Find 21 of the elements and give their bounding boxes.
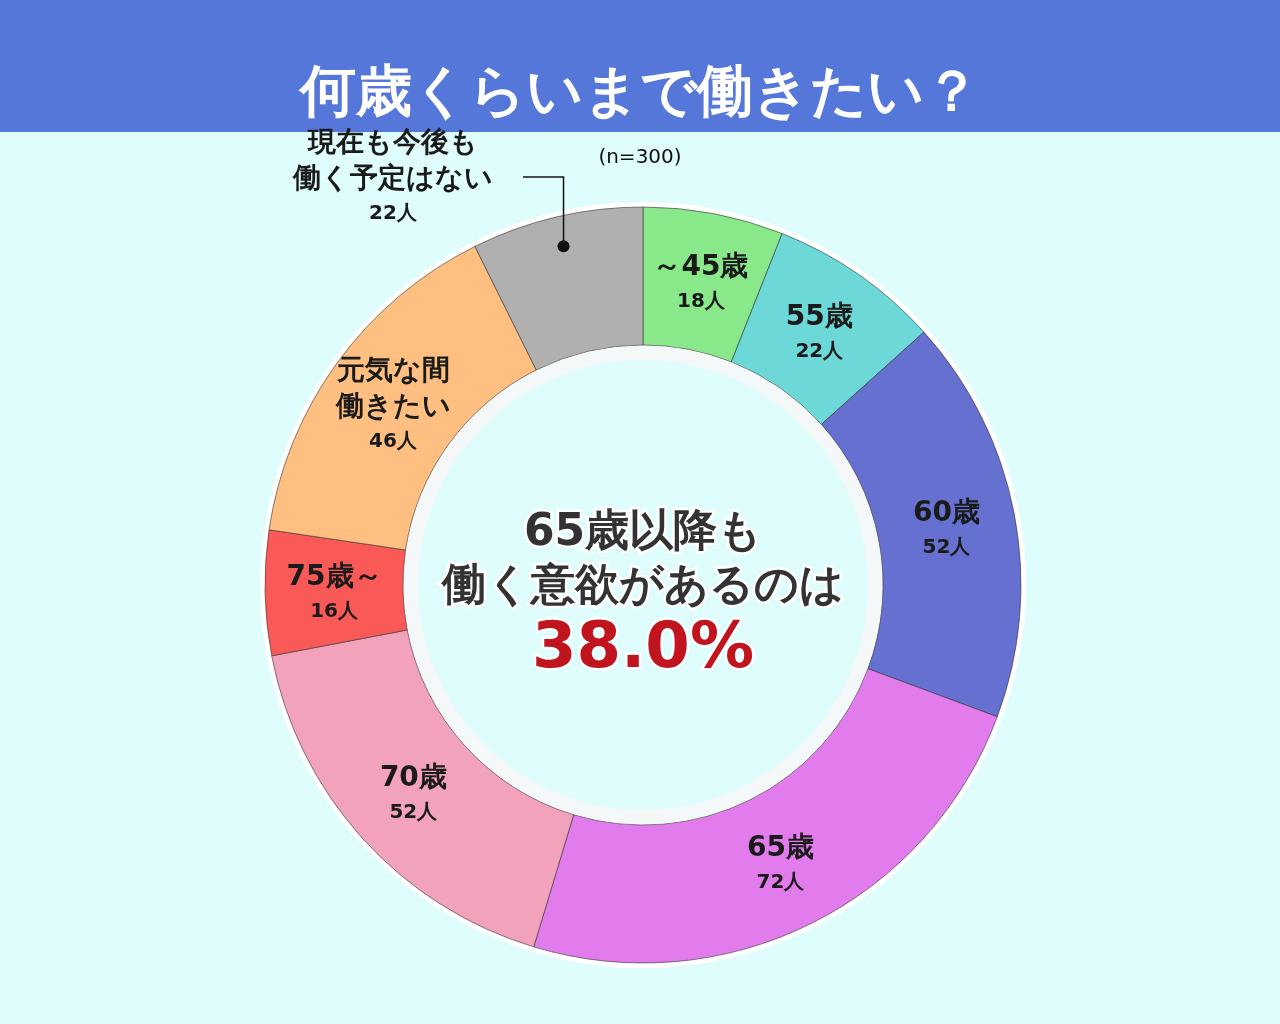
data-label: 52人 — [922, 534, 972, 559]
data-label: 72人 — [756, 868, 806, 893]
data-label: 46人 — [369, 428, 418, 453]
slice-label: 75歳～ — [286, 559, 382, 593]
text: (n=300) — [598, 144, 682, 168]
text: 働く意欲があるのは — [440, 558, 844, 609]
slice-label: 元気な間働きたい — [334, 353, 451, 423]
data-label: 22人 — [795, 338, 845, 363]
data-label: 16人 — [310, 598, 359, 623]
slice-label: 70歳 — [379, 759, 447, 793]
data-label: 18人 — [676, 288, 726, 313]
data-label: 22人 — [369, 200, 418, 224]
slice-label: 55歳 — [785, 299, 853, 333]
slice-label: ～45歳 — [653, 249, 749, 283]
text: 38.0% — [531, 608, 755, 682]
data-label: 52人 — [389, 798, 439, 823]
slice-label: 60歳 — [913, 495, 981, 529]
text: 65歳以降も — [523, 504, 763, 555]
slice-label: 65歳 — [746, 829, 814, 863]
slice-label: 現在も今後も働く予定はない — [292, 125, 493, 194]
chart-title: 何歳くらいまで働きたい？ — [298, 58, 980, 123]
